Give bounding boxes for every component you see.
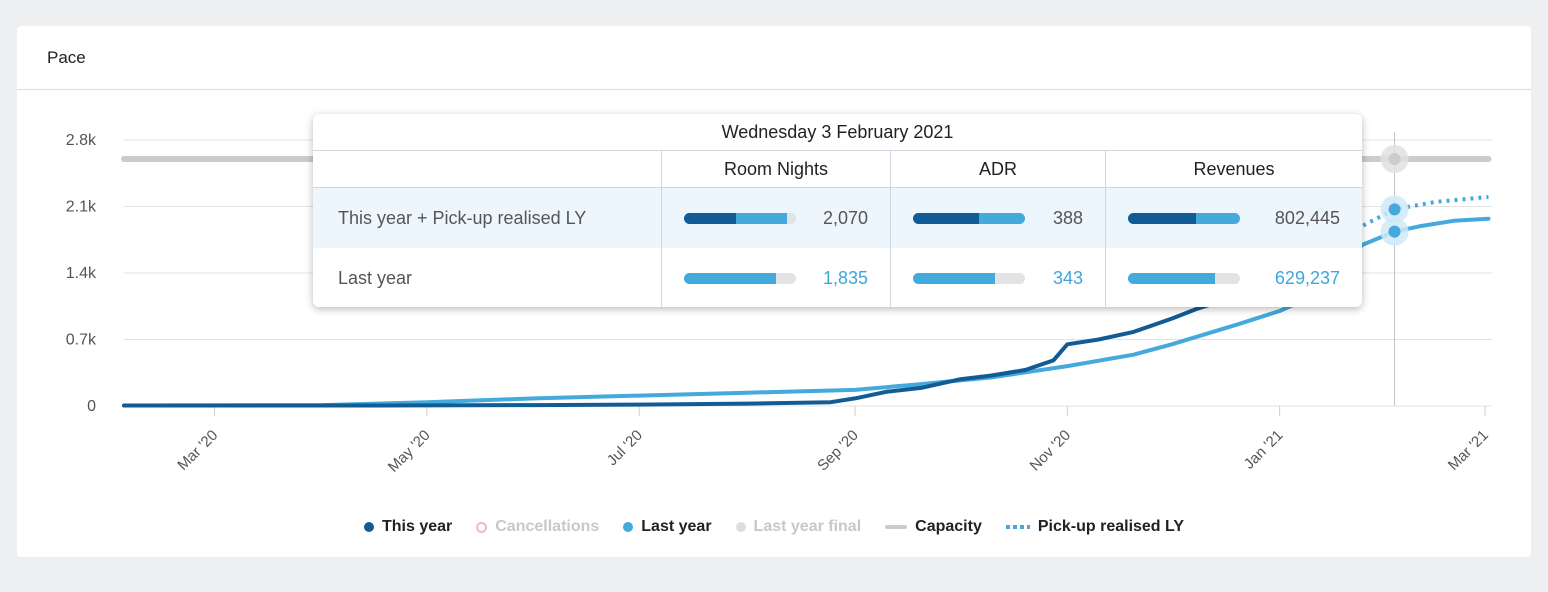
x-tick-label: Jul '20 (604, 427, 646, 469)
tooltip-column-header: Room Nights (661, 151, 890, 188)
bar-fill-this-year (913, 212, 980, 224)
tooltip-header-blank (313, 151, 661, 188)
tooltip-row-label: This year + Pick-up realised LY (313, 188, 661, 248)
legend-dot-icon (735, 522, 746, 532)
bar-fill-this-year (1128, 212, 1197, 224)
tooltip-cell: 2,070 (661, 188, 890, 248)
tooltip-cell: 629,237 (1105, 248, 1362, 307)
tooltip-value: 343 (1052, 267, 1083, 288)
x-tick-label: Mar '20 (174, 427, 221, 474)
legend-dash-icon (885, 525, 908, 529)
tooltip-value-bar (684, 212, 796, 224)
bar-fill-this-year (684, 212, 736, 224)
legend-dot-icon (363, 522, 374, 532)
y-tick-label: 2.8k (66, 132, 97, 149)
x-tick-label: Mar '21 (1445, 427, 1492, 474)
tooltip-value-bar (1128, 272, 1240, 284)
tooltip-title: Wednesday 3 February 2021 (313, 114, 1362, 151)
bar-fill-last-year (913, 272, 995, 284)
legend-cancel-icon (476, 521, 488, 533)
legend-item-pick-up-realised-ly[interactable]: Pick-up realised LY (1005, 518, 1184, 536)
x-tick-label: Jan '21 (1241, 427, 1287, 473)
tooltip-cell: 343 (890, 248, 1105, 307)
x-tick-label: Sep '20 (814, 427, 862, 475)
bar-fill-last-year (1128, 272, 1216, 284)
tooltip-value-bar (913, 212, 1025, 224)
legend-item-capacity[interactable]: Capacity (885, 518, 982, 536)
x-tick-label: Nov '20 (1027, 427, 1075, 475)
legend-label: Cancellations (495, 518, 600, 535)
series-line-pick-up-realised-ly (1362, 195, 1489, 228)
tooltip-cell: 1,835 (661, 248, 890, 307)
y-tick-label: 2.1k (66, 199, 97, 216)
tooltip-value-bar (684, 272, 796, 284)
tooltip-column-header: ADR (890, 151, 1105, 188)
card-title: Pace (47, 47, 86, 67)
legend-item-last-year[interactable]: Last year (623, 518, 712, 536)
legend-label: This year (381, 518, 453, 535)
chart-legend: This year Cancellations Last year Last year… (17, 518, 1531, 536)
bar-fill-pickup (1196, 212, 1240, 224)
legend-dot-icon (623, 522, 634, 532)
legend-label: Pick-up realised LY (1037, 518, 1184, 535)
tooltip-cell: 802,445 (1105, 188, 1362, 248)
legend-label: Last year (641, 518, 712, 535)
tooltip-value: 802,445 (1274, 207, 1340, 228)
chart-tooltip: Wednesday 3 February 2021 Room Nights ADR… (313, 114, 1362, 307)
card-header: Pace (17, 26, 1531, 90)
y-tick-label: 0.7k (66, 332, 97, 349)
tooltip-value: 2,070 (822, 207, 868, 228)
legend-item-last-year-final[interactable]: Last year final (735, 518, 862, 536)
series-line-this-year (122, 299, 1223, 408)
tooltip-column-header: Revenues (1105, 151, 1362, 188)
tooltip-row-label: Last year (338, 267, 413, 288)
tooltip-value: 1,835 (822, 267, 868, 288)
tooltip-value-bar (913, 272, 1025, 284)
tooltip-cell: 388 (890, 188, 1105, 248)
bar-fill-pickup (735, 212, 788, 224)
bar-fill-last-year (684, 272, 776, 284)
marker-point-capacity (1388, 153, 1401, 165)
marker-point-last-year (1388, 225, 1401, 238)
bar-fill-pickup (979, 212, 1025, 224)
legend-label: Capacity (915, 518, 982, 535)
x-tick-label: May '20 (385, 427, 434, 476)
marker-point-pick-up-realised-ly (1388, 203, 1401, 216)
legend-label: Last year final (753, 518, 862, 535)
legend-item-cancellations[interactable]: Cancellations (476, 518, 599, 536)
tooltip-value: 388 (1052, 207, 1083, 228)
tooltip-value-bar (1128, 212, 1240, 224)
legend-item-this-year[interactable]: This year (363, 518, 453, 536)
legend-dotted-icon (1005, 525, 1030, 529)
y-tick-label: 1.4k (66, 265, 97, 282)
tooltip-value: 629,237 (1274, 267, 1340, 288)
tooltip-table: Room Nights ADR Revenues This year + Pick-u… (313, 151, 1362, 307)
series-line-last-year (122, 216, 1491, 408)
y-tick-label: 0 (87, 398, 96, 415)
